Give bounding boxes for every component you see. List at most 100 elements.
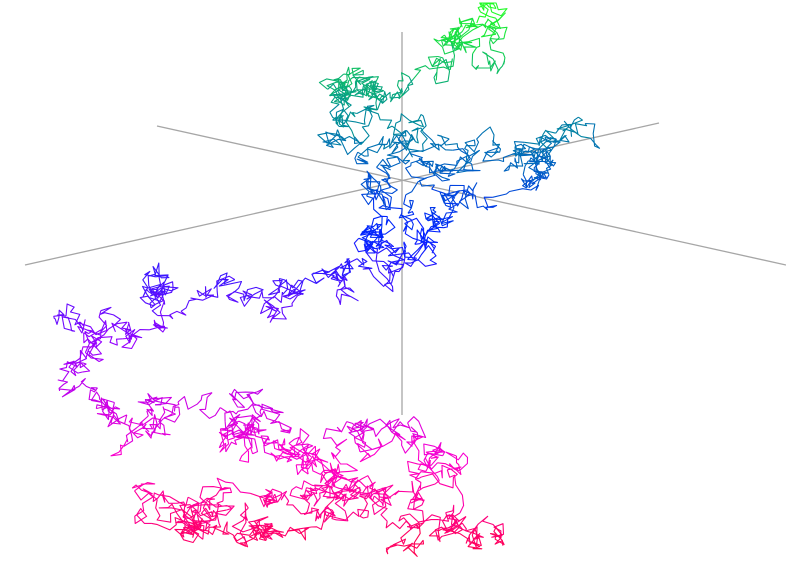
walk-segment <box>407 422 419 446</box>
walk-segment <box>90 328 109 348</box>
walk-segment <box>423 452 438 470</box>
walk-segment <box>236 531 260 547</box>
walk-segment <box>363 243 378 254</box>
walk-segment <box>158 406 166 436</box>
walk-segment <box>216 477 251 494</box>
walk-segment <box>372 430 396 450</box>
walk-segment <box>346 89 380 101</box>
walk-segment <box>108 321 132 335</box>
walk-segment <box>282 284 302 300</box>
walk-segment <box>202 499 212 524</box>
walk-segment <box>407 416 427 441</box>
walk-segment <box>359 498 370 519</box>
walk-segment <box>361 193 386 206</box>
walk-segment <box>464 145 476 164</box>
walk-segment <box>433 27 460 48</box>
walk-segment <box>252 403 274 418</box>
walk-segment <box>412 65 451 81</box>
walk-segment <box>196 286 214 298</box>
walk-segment <box>503 157 519 172</box>
walk-segment <box>311 269 330 284</box>
walk-segment <box>92 336 123 348</box>
walk-segment <box>437 456 462 476</box>
walk-segment <box>102 399 115 421</box>
walk-segment <box>380 177 398 195</box>
walk-segment <box>216 500 235 525</box>
walk-segment <box>352 70 374 86</box>
walk-segment <box>248 516 273 530</box>
walk-segment <box>535 163 545 191</box>
walk-segment <box>438 215 454 227</box>
walk-segment <box>110 438 128 457</box>
walk-segment <box>585 122 601 149</box>
walk-segment <box>406 134 416 158</box>
walk-segment <box>111 322 143 339</box>
walk-segment <box>330 437 348 458</box>
walk-segment <box>365 181 385 206</box>
walk-segment <box>361 424 388 438</box>
walk-segment <box>322 421 348 440</box>
walk-segment <box>474 23 508 39</box>
walk-segment <box>336 129 362 145</box>
walk-segment <box>174 528 195 538</box>
walk-segment <box>313 486 331 507</box>
walk-segment <box>411 127 424 144</box>
walk-segment <box>139 295 165 309</box>
walk-segment <box>439 169 481 177</box>
walk-segment <box>400 214 414 232</box>
walk-segment <box>456 149 480 174</box>
walk-segment <box>145 430 171 439</box>
walk-segment <box>132 482 156 492</box>
walk-segment <box>264 438 291 451</box>
walk-segment <box>449 27 463 51</box>
walk-segment <box>396 72 410 100</box>
walk-segment <box>509 154 540 167</box>
walk-segment <box>514 146 539 164</box>
walk-segment <box>353 436 367 453</box>
walk-segment <box>414 239 437 254</box>
walk-segment <box>354 76 381 100</box>
walk-segment <box>335 97 352 120</box>
walk-segment <box>77 325 101 336</box>
walk-segment <box>479 2 497 13</box>
walk-segment <box>357 138 391 157</box>
walk-segment <box>219 487 233 502</box>
walk-segment <box>139 415 150 433</box>
walk-segment <box>491 523 505 539</box>
walk-segment <box>445 504 461 529</box>
walk-segment <box>380 216 396 238</box>
walk-segment <box>357 135 385 158</box>
walk-segment <box>546 138 561 163</box>
walk-segment <box>322 138 347 149</box>
walk-segment <box>232 435 253 449</box>
walk-segment <box>239 445 254 463</box>
walk-segment <box>332 112 344 128</box>
walk-segment <box>150 401 180 436</box>
walk-segment <box>446 469 465 514</box>
walk-segment <box>476 2 496 24</box>
walk-segment <box>484 140 502 158</box>
walk-segment <box>278 279 289 295</box>
walk-segment <box>410 153 424 167</box>
walk-segment <box>484 18 497 35</box>
walk-segment <box>273 445 295 462</box>
walk-segment <box>405 177 435 196</box>
walk-segment <box>480 25 497 38</box>
walk-segment <box>272 295 299 320</box>
walk-segment <box>526 175 536 189</box>
walk-segment <box>398 516 414 530</box>
walk-segment <box>373 189 392 211</box>
walk-segment <box>320 468 340 484</box>
walk-segment <box>218 278 243 293</box>
walk-segment <box>376 156 411 169</box>
walk-segment <box>524 134 552 145</box>
walk-segment <box>306 445 325 475</box>
walk-segment <box>125 329 150 344</box>
walk-segment <box>518 146 552 162</box>
walk-segment <box>402 225 426 260</box>
walk-segment <box>143 417 162 433</box>
walk-segment <box>231 388 254 404</box>
walk-segment <box>142 270 161 293</box>
walk-segment <box>449 184 465 207</box>
